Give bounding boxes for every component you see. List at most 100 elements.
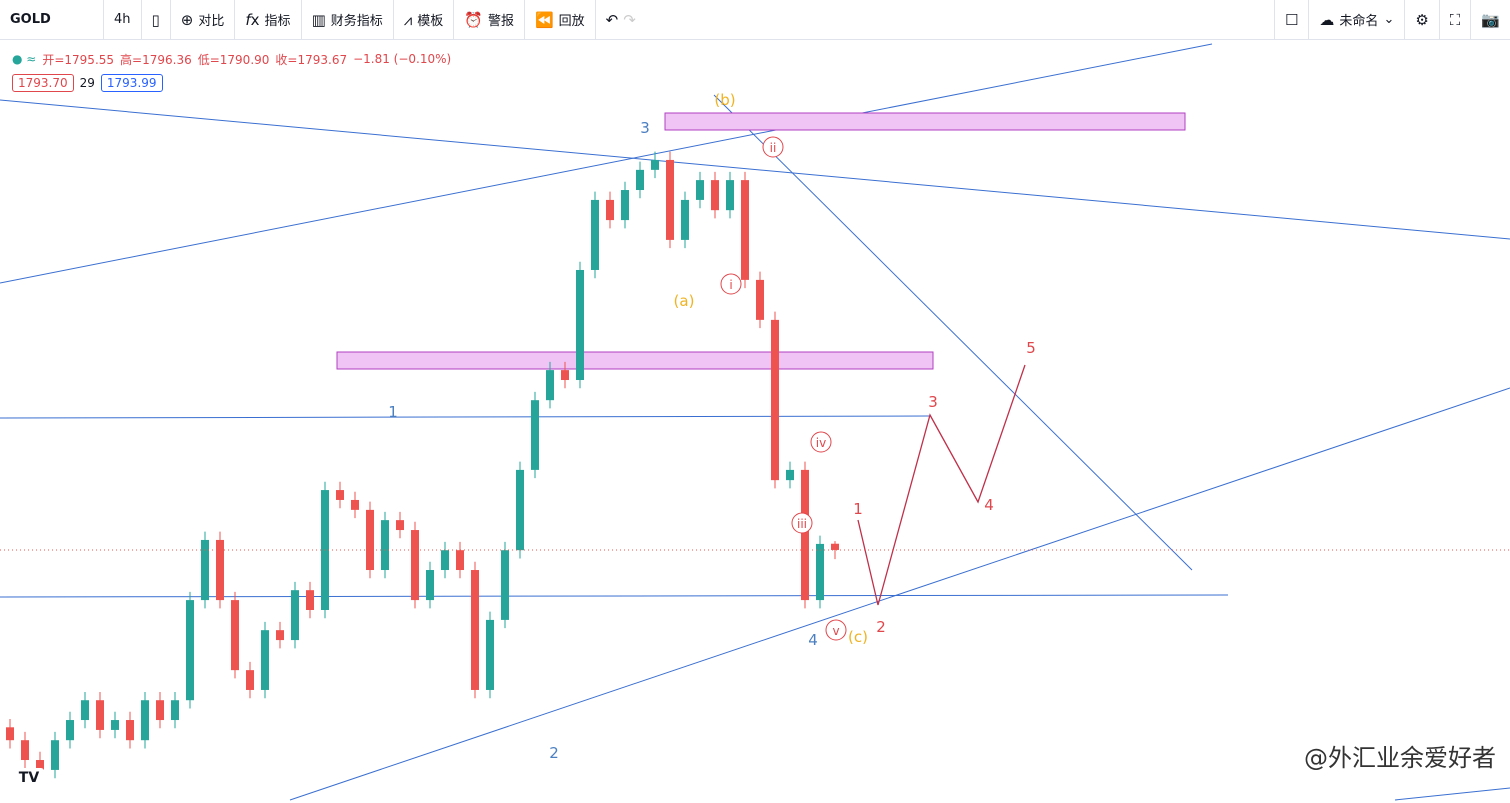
button-label: 财务指标 — [330, 14, 383, 29]
candle-body — [276, 630, 284, 641]
candle-body — [561, 370, 569, 381]
trendline — [0, 99, 1510, 240]
projection-path — [857, 364, 1026, 606]
snapshot[interactable]: 📷 — [1481, 10, 1500, 29]
candle-body — [411, 530, 419, 601]
toolbar: GOLD 4h ▯ ⊕ 对比 fx 指标 ▥ 财务指标 ⩘ 模板 ⏰ 警报 ⏪ 回放 ↶ ↷ … — [0, 0, 1510, 40]
candle-body — [156, 700, 164, 721]
layout-label: 未命名 — [1339, 14, 1379, 29]
candle-body — [696, 180, 704, 200]
wave-label: 4 — [984, 496, 994, 514]
trendline — [713, 94, 1193, 571]
ohlc-row: ● ≈ 开=1795.55 高=1796.36 低=1790.90 收=1793… — [12, 50, 451, 68]
wave-circle — [810, 431, 832, 453]
trendlines — [0, 43, 1510, 801]
svg-text:TV: TV — [19, 770, 40, 786]
bid[interactable]: 1793.70 — [12, 74, 74, 92]
fullscreen[interactable]: ⛶ — [1440, 0, 1472, 40]
candle-body — [291, 590, 299, 641]
wave-label: 3 — [640, 119, 650, 137]
wave-circle — [791, 512, 813, 534]
candle-body — [651, 159, 659, 170]
wave-label: ii — [770, 141, 777, 155]
ask[interactable]: 1793.99 — [100, 74, 163, 92]
button-label: 回放 — [558, 14, 585, 29]
candle-body — [546, 370, 554, 401]
wave-label: 3 — [928, 393, 938, 411]
candle-body — [456, 550, 464, 571]
candle-body — [441, 550, 449, 571]
wave-label: 1 — [388, 403, 398, 421]
candle-body — [141, 700, 149, 741]
candle-body — [96, 700, 104, 730]
status-dot: ● ≈ — [12, 52, 37, 66]
candle-body — [501, 550, 509, 620]
candle-body — [711, 180, 719, 211]
wave-label: (b) — [714, 91, 735, 109]
button-label: 警报 — [487, 14, 514, 29]
legend: ● ≈ 开=1795.55 高=1796.36 低=1790.90 收=1793… — [12, 50, 451, 92]
wave-label: 5 — [1026, 339, 1036, 357]
ohlc-value: 收=1793.67 — [275, 52, 348, 67]
wave-label: iii — [797, 517, 807, 531]
candle-body — [21, 740, 29, 761]
button-label: 模板 — [417, 14, 444, 29]
candle-body — [591, 199, 599, 270]
replay-button[interactable]: ⏪ 回放 — [525, 0, 596, 40]
zone — [336, 351, 934, 370]
undo-redo[interactable]: ↶ ↷ — [605, 10, 636, 29]
indicators-button[interactable]: fx 指标 — [235, 0, 302, 40]
wave-label: 4 — [808, 631, 818, 649]
candle-body — [351, 499, 359, 510]
zone — [664, 112, 1186, 131]
candle-body — [516, 469, 524, 551]
trendline — [0, 594, 1229, 598]
trendline — [0, 415, 931, 419]
candle-body — [531, 400, 539, 470]
candle-body — [111, 720, 119, 730]
candle-body — [681, 199, 689, 240]
wave-circle — [825, 619, 847, 641]
wave-label: 1 — [853, 500, 863, 518]
compare-button[interactable]: ⊕ 对比 — [171, 0, 236, 40]
trendline — [289, 387, 1510, 801]
candle-body — [816, 543, 824, 601]
interval[interactable]: 4h — [104, 0, 142, 40]
candle-body — [216, 539, 224, 601]
candle-body — [186, 600, 194, 701]
alert-button[interactable]: ⏰ 警报 — [454, 0, 525, 40]
button-label: 对比 — [198, 14, 225, 29]
tv-logo: TV — [14, 768, 44, 788]
candle-body — [51, 740, 59, 770]
watermark: @外汇业余爱好者 — [1304, 744, 1496, 772]
wave-label: (a) — [674, 292, 695, 310]
candle-body — [471, 570, 479, 690]
candle-body — [171, 700, 179, 721]
candle-body — [231, 600, 239, 671]
templates-button[interactable]: ⩘ 模板 — [394, 0, 455, 40]
candle-body — [756, 279, 764, 320]
candles — [0, 151, 1510, 779]
candle-body — [576, 269, 584, 381]
wave-circle — [762, 136, 784, 158]
wave-circle — [720, 273, 742, 295]
select-box[interactable]: ☐ — [1273, 0, 1310, 40]
candle-body — [486, 619, 494, 690]
candle-body — [36, 760, 44, 770]
candle-body — [771, 319, 779, 481]
candle-body — [126, 720, 134, 741]
chart-style[interactable]: ▯ — [142, 0, 171, 40]
candle-body — [666, 159, 674, 240]
candle-body — [636, 169, 644, 191]
settings[interactable]: ⚙ — [1405, 0, 1440, 40]
candle-body — [366, 509, 374, 571]
candle-body — [831, 543, 839, 550]
layout-name[interactable]: ☁ 未命名 ⌄ — [1309, 0, 1406, 40]
financials-button[interactable]: ▥ 财务指标 — [302, 0, 394, 40]
wave-label: i — [729, 278, 732, 292]
candle-body — [606, 199, 614, 221]
symbol[interactable]: GOLD — [0, 0, 104, 40]
